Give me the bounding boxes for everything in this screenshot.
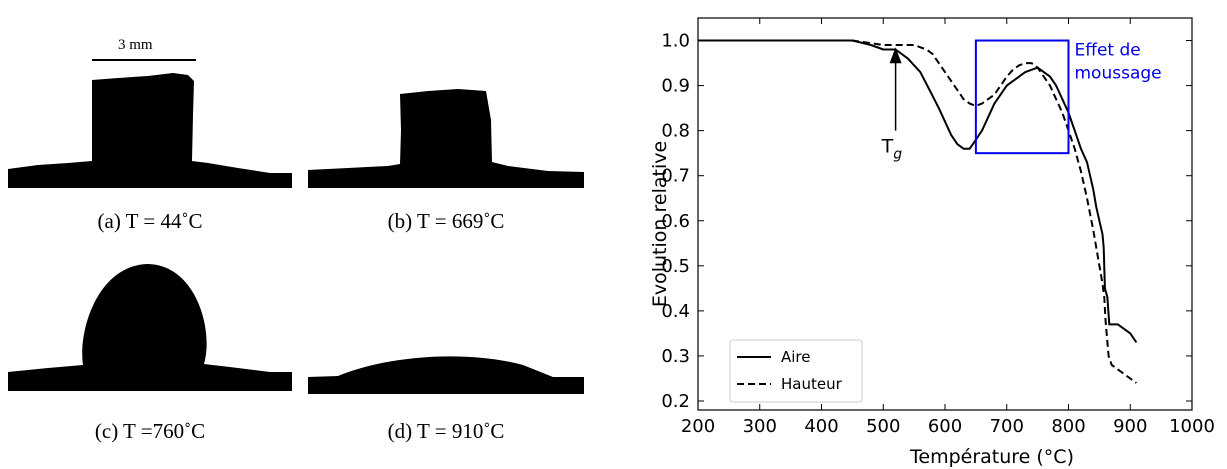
tg-label-sub: g [893,147,902,163]
specimen-shape-b [308,89,584,188]
photo-panel-d [308,340,584,395]
box-annotation-line1: Effet de [1075,41,1141,61]
caption-d: (d) T = 910˚C [387,419,505,443]
photo-panel-b [308,80,584,195]
legend-label-aire: Aire [781,348,811,366]
y-tick-label: 0.6 [661,211,690,232]
drop-silhouette-c [8,264,292,391]
x-tick-label: 800 [1051,416,1085,437]
scale-bar-label: 3 mm [118,37,153,53]
y-tick-label: 0.4 [661,301,690,322]
specimen-shape-a [8,73,292,188]
legend: Aire Hauteur [729,339,863,403]
tg-label-main: T [881,136,894,158]
drop-silhouette-b [308,89,584,188]
x-tick-label: 200 [681,416,715,437]
x-tick-label: 900 [1113,416,1147,437]
photo-panel-c [8,260,292,395]
legend-label-hauteur: Hauteur [781,375,843,393]
photo-panel-a: 3 mm [8,35,292,195]
foaming-box [974,39,1070,155]
drop-silhouette-d [308,356,584,394]
y-tick-label: 1.0 [661,31,690,52]
y-tick-label: 0.7 [661,166,690,187]
x-tick-label: 500 [866,416,900,437]
specimen-shape-c [8,264,292,391]
x-tick-label: 1000 [1169,416,1215,437]
y-tick-label: 0.8 [661,121,690,142]
tg-annotation-label: Tg [881,136,903,163]
x-axis-label: Température (°C) [909,446,1074,468]
series-line-hauteur [698,39,1137,384]
legend-frame [729,339,863,403]
y-axis-label: Evolution relative [649,141,671,307]
x-tick-label: 700 [990,416,1024,437]
tg-arrow-head [889,47,902,64]
caption-b: (b) T = 669˚C [387,209,505,233]
drop-silhouette-a [8,59,292,188]
plot-area: 200 300 400 500 600 700 800 900 1000 0.2 0.3 0.4 0.5… [661,17,1215,437]
caption-a: (a) T = 44˚C [97,209,203,233]
x-tick-label: 600 [928,416,962,437]
y-tick-label: 0.3 [661,346,690,367]
box-annotation-line2: moussage [1075,64,1162,84]
x-tick-label: 400 [804,416,838,437]
specimen-shape-d [308,356,584,394]
y-tick-label: 0.5 [661,256,690,277]
y-tick-label: 0.9 [661,76,690,97]
series-line-aire [698,39,1138,343]
x-tick-label: 300 [743,416,777,437]
evolution-chart: 200 300 400 500 600 700 800 900 1000 0.2 0.3 0.4 0.5… [649,17,1215,468]
y-tick-label: 0.2 [661,391,690,412]
caption-c: (c) T =760˚C [94,419,206,443]
